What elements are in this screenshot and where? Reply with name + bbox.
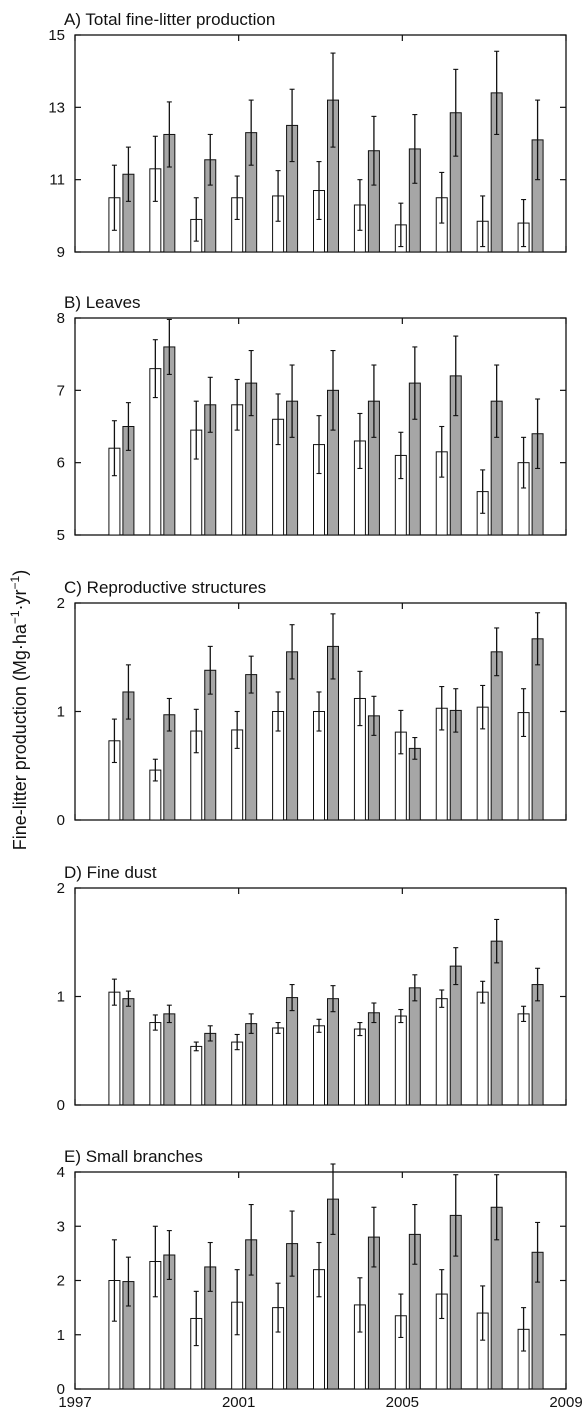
y-tick-label: 8 xyxy=(57,310,65,327)
y-tick-label: 3 xyxy=(57,1218,65,1235)
x-tick-label: 2005 xyxy=(386,1394,419,1411)
open-bar xyxy=(231,1041,244,1106)
panel-d: D) Fine dust 0 1 2 xyxy=(57,863,567,1114)
open-bar xyxy=(149,1022,162,1106)
y-tick-label: 9 xyxy=(57,244,65,261)
y-tick-label: 0 xyxy=(57,1381,65,1398)
panel-e: E) Small branches 0 1 2 3 4 xyxy=(57,1147,567,1398)
panel-title: A) Total fine-litter production xyxy=(64,10,275,29)
y-tick-label: 2 xyxy=(57,1273,65,1290)
filled-bar xyxy=(408,987,421,1106)
y-tick-label: 0 xyxy=(57,812,65,829)
open-bar xyxy=(353,1028,366,1106)
filled-bar xyxy=(531,984,544,1106)
panel-title: D) Fine dust xyxy=(64,863,157,882)
y-tick-label: 5 xyxy=(57,527,65,544)
panel-title: B) Leaves xyxy=(64,293,141,312)
filled-bar xyxy=(449,965,462,1106)
filled-bar xyxy=(490,940,503,1106)
y-tick-label: 1 xyxy=(57,704,65,721)
y-tick-label: 1 xyxy=(57,989,65,1006)
x-tick-label: 2009 xyxy=(549,1394,582,1411)
filled-bar xyxy=(490,651,503,821)
panel-title: E) Small branches xyxy=(64,1147,203,1166)
filled-bar xyxy=(327,998,339,1106)
filled-bar xyxy=(245,1023,258,1106)
panel-b: B) Leaves 5 6 7 8 xyxy=(57,293,567,544)
y-tick-label: 4 xyxy=(57,1164,65,1181)
y-tick-label: 7 xyxy=(57,382,65,399)
panel-a: A) Total fine-litter production 9 11 13 15 xyxy=(48,10,567,261)
filled-bar xyxy=(122,998,135,1106)
open-bar xyxy=(272,1027,285,1106)
y-tick-label: 13 xyxy=(48,99,65,116)
open-bar xyxy=(517,1013,530,1106)
open-bar xyxy=(476,991,489,1106)
filled-bar xyxy=(531,638,544,821)
shared-x-axis: 1997 2001 2005 2009 xyxy=(58,1394,582,1411)
y-tick-label: 2 xyxy=(57,880,65,897)
filled-bar xyxy=(286,997,299,1106)
x-tick-label: 2001 xyxy=(222,1394,255,1411)
y-axis-label: Fine-litter production (Mg·ha−1·yr−1) xyxy=(8,570,30,850)
y-tick-label: 1 xyxy=(57,1327,65,1344)
open-bar xyxy=(108,991,121,1106)
panel-title: C) Reproductive structures xyxy=(64,578,266,597)
y-tick-label: 15 xyxy=(48,27,65,44)
open-bar xyxy=(313,1025,325,1106)
y-tick-label: 11 xyxy=(49,172,65,189)
x-tick-label: 1997 xyxy=(58,1394,91,1411)
chart-panels: A) Total fine-litter production9111315B)… xyxy=(48,10,567,1398)
y-tick-label: 2 xyxy=(57,595,65,612)
open-bar xyxy=(394,1015,407,1106)
y-tick-label: 6 xyxy=(57,455,65,472)
filled-bar xyxy=(204,1032,217,1106)
y-tick-label: 0 xyxy=(57,1097,65,1114)
open-bar xyxy=(435,998,448,1106)
filled-bar xyxy=(367,1012,380,1106)
filled-bar xyxy=(163,1013,176,1106)
open-bar xyxy=(190,1045,203,1106)
panel-c: C) Reproductive structures 0 1 2 xyxy=(57,578,567,829)
filled-bar xyxy=(163,346,176,536)
filled-bar xyxy=(245,674,258,821)
